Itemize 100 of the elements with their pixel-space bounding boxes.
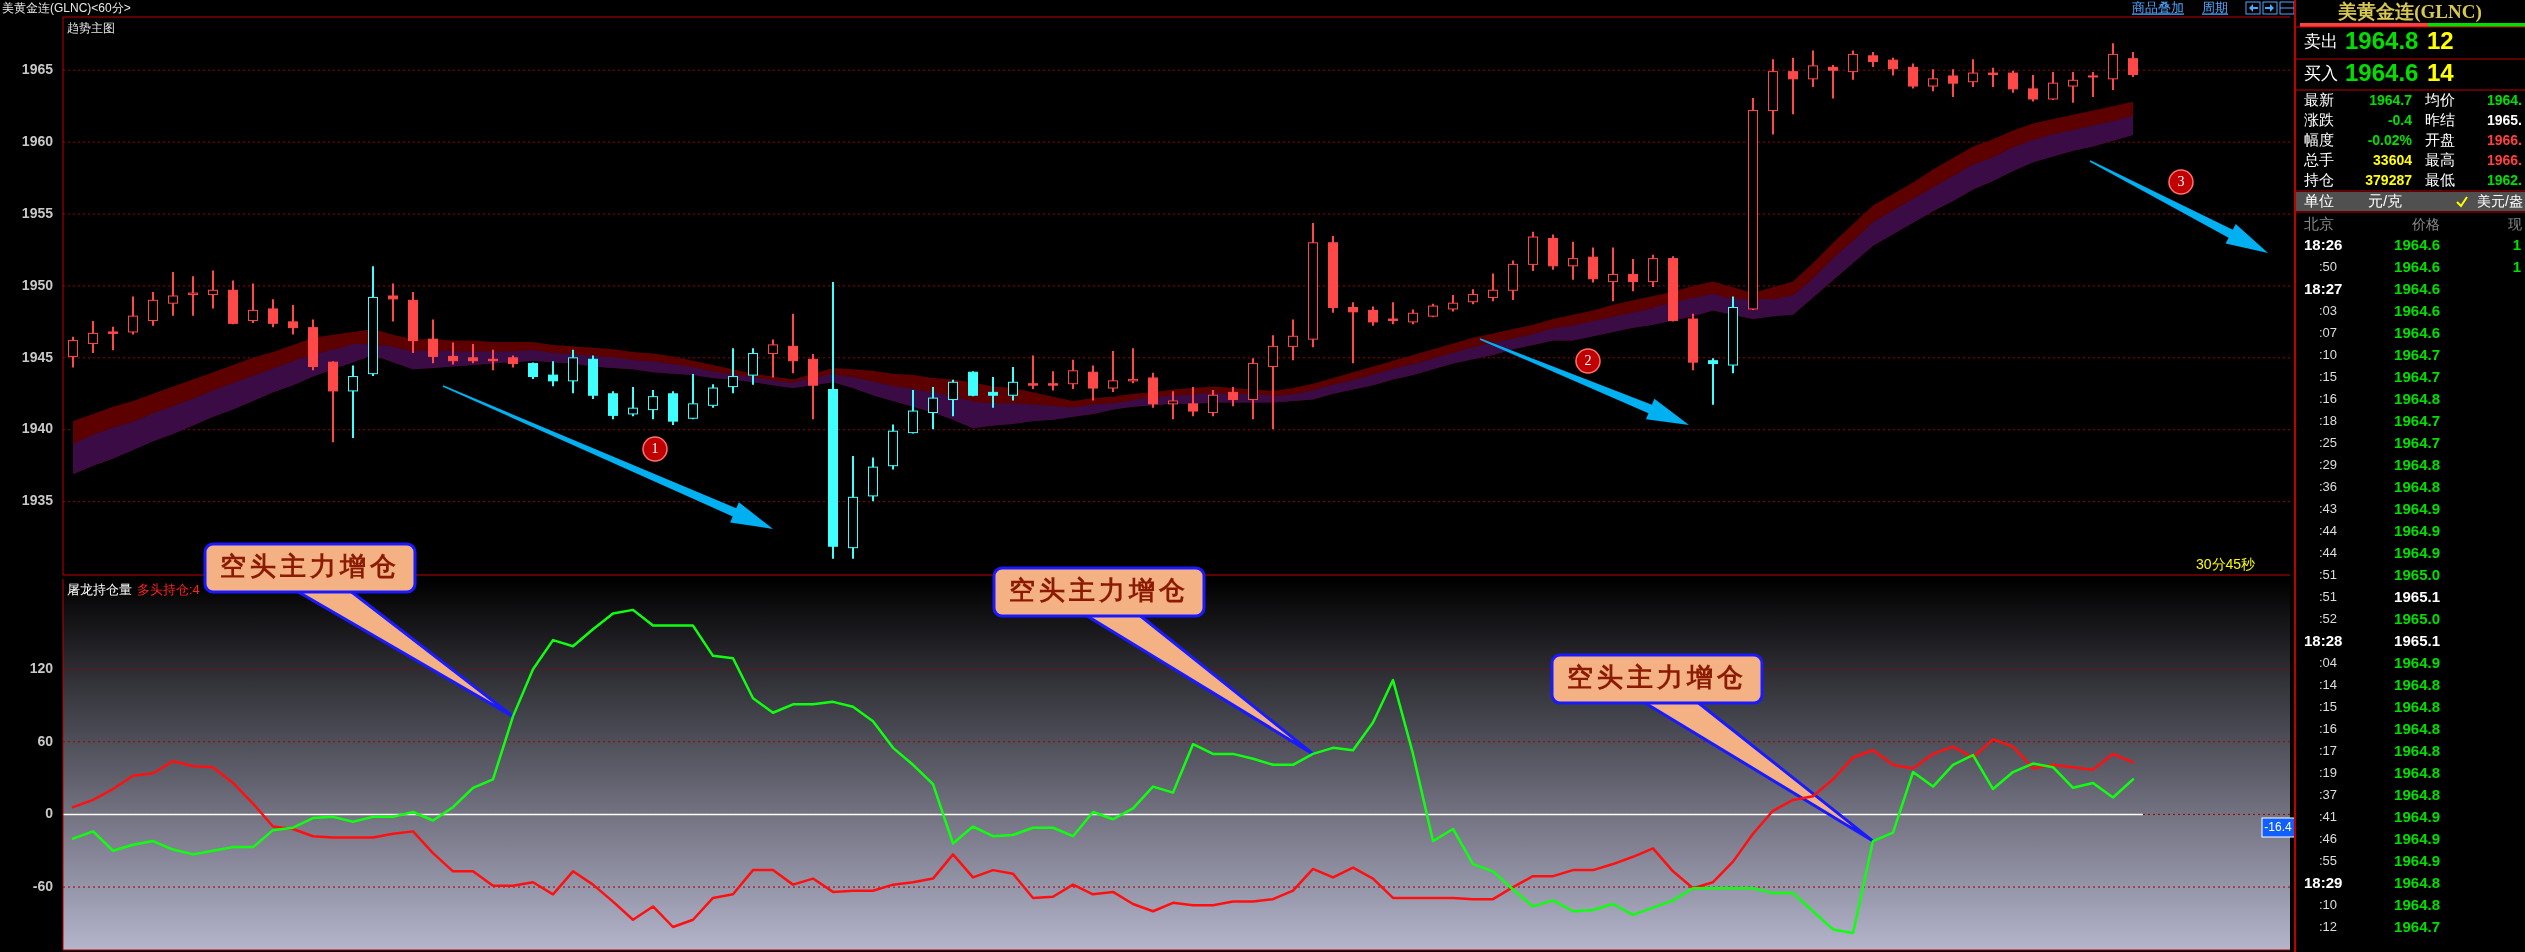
text: 18:29 [2304, 873, 2343, 891]
text: 1964.7 [2394, 917, 2440, 935]
text: 价格 [2411, 215, 2440, 232]
candlestick [728, 348, 738, 394]
text: 1964.9 [2394, 653, 2440, 671]
candlestick [148, 292, 158, 326]
candlestick [1708, 358, 1718, 405]
text: 1964.7 [2394, 433, 2440, 451]
text: 1965.1 [2394, 631, 2440, 649]
candlestick [1188, 387, 1198, 417]
candlestick [108, 326, 118, 351]
text: 幅度 [2304, 130, 2334, 148]
candlestick [908, 389, 918, 434]
text: 开盘 [2425, 130, 2455, 148]
text: 18:27 [2304, 279, 2343, 297]
text: 33604 [2373, 151, 2413, 168]
text: 持仓 [2304, 170, 2334, 188]
candlestick [1628, 259, 1638, 292]
text: :10 [2318, 897, 2337, 913]
text: 卖出 [2304, 32, 2338, 52]
text: 1964.8 [2394, 785, 2440, 803]
text: :17 [2318, 743, 2337, 759]
text: 1964.8 [2345, 27, 2419, 55]
text: 1964.7 [2394, 367, 2440, 385]
y-tick-label: 60 [37, 732, 54, 749]
candlestick [1108, 351, 1118, 392]
candlestick [608, 391, 618, 420]
y-tick-label: 1945 [21, 348, 54, 365]
text: :19 [2318, 765, 2337, 781]
text: 1964.6 [2394, 235, 2440, 253]
text: 1964.6 [2394, 301, 2440, 319]
text: :51 [2318, 589, 2337, 605]
candlestick [1848, 50, 1858, 80]
text: -0.02% [2367, 131, 2413, 148]
text: :41 [2318, 809, 2337, 825]
candlestick [248, 283, 258, 323]
candlestick [928, 387, 938, 430]
candlestick [1968, 59, 1978, 88]
candlestick [628, 387, 638, 417]
text: 1964.6 [2394, 279, 2440, 297]
candlestick [2008, 70, 2018, 93]
text: :37 [2318, 787, 2337, 803]
candlestick [168, 271, 178, 316]
text: :29 [2318, 457, 2337, 473]
text: 1964.8 [2394, 697, 2440, 715]
text: 昨结 [2425, 110, 2455, 128]
text: 18:26 [2304, 235, 2343, 253]
text: 美元/盎 [2477, 192, 2523, 209]
annotation: 1 [651, 441, 659, 457]
text: :16 [2318, 391, 2337, 407]
text: :44 [2318, 545, 2337, 561]
candlestick [1348, 302, 1358, 364]
y-tick-label: 1940 [21, 420, 54, 437]
text: 1964.7 [2394, 411, 2440, 429]
y-tick-label: 1965 [21, 60, 54, 77]
candlestick [1488, 273, 1498, 302]
text: 1964.9 [2394, 807, 2440, 825]
candlestick [688, 374, 698, 420]
text: 均价 [2424, 90, 2455, 108]
candlestick [1068, 359, 1078, 390]
text: :55 [2318, 853, 2337, 869]
candlestick [428, 319, 438, 364]
candlestick [128, 296, 138, 335]
text: 1964.8 [2394, 675, 2440, 693]
text: :07 [2318, 325, 2337, 341]
text: :16 [2318, 721, 2337, 737]
candlestick [1568, 241, 1578, 280]
text: 商品叠加 [2132, 0, 2184, 16]
candlestick [1288, 319, 1298, 361]
y-tick-label: -60 [32, 877, 54, 894]
candlestick [1828, 64, 1838, 99]
text: 1964.8 [2394, 389, 2440, 407]
candlestick [748, 348, 758, 385]
text: 北京 [2304, 214, 2334, 232]
text: 1964.9 [2394, 851, 2440, 869]
text: :15 [2318, 699, 2337, 715]
candlestick [2088, 72, 2098, 98]
text: 最低 [2425, 170, 2455, 188]
text: 1964.9 [2394, 543, 2440, 561]
text: :15 [2318, 369, 2337, 385]
text: 1964.6 [2394, 257, 2440, 275]
text: 1964.8 [2394, 873, 2440, 891]
text: 1 [2512, 257, 2521, 275]
text: 1964.6 [2394, 323, 2440, 341]
candlestick [208, 270, 218, 309]
chart-title: 屠龙持仓量 [67, 582, 132, 598]
candlestick [1168, 391, 1178, 420]
candlestick [1808, 50, 1818, 88]
y-tick-label: 1960 [21, 132, 54, 149]
annotation: 2 [1584, 353, 1592, 369]
candlestick [1088, 365, 1098, 401]
text: 1965. [2486, 111, 2522, 128]
candlestick [1028, 355, 1038, 390]
chart-title: 美黄金连(GLNC)<60分> [2, 1, 131, 16]
y-tick-label: 120 [29, 659, 54, 676]
text: 最高 [2425, 150, 2455, 168]
text: :43 [2318, 501, 2337, 517]
text: 1965.1 [2394, 587, 2440, 605]
candlestick [68, 336, 78, 368]
candlestick [708, 384, 718, 408]
